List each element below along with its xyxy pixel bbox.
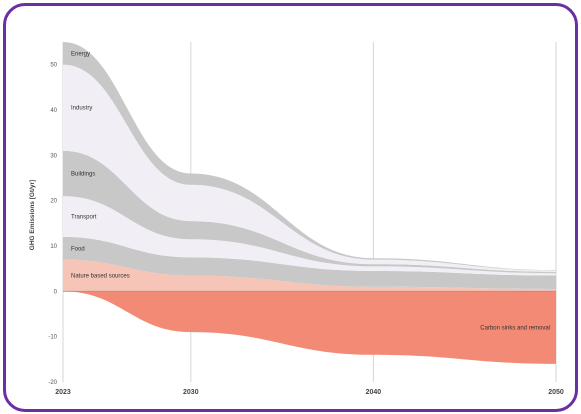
area-industry bbox=[63, 64, 556, 272]
series-label: Buildings bbox=[71, 171, 95, 177]
area-carbon-sinks bbox=[63, 291, 556, 364]
y-axis-label: GHG Emissions [Gt/yr] bbox=[29, 180, 36, 250]
x-tick-label: 2040 bbox=[366, 389, 382, 396]
x-tick-label: 2050 bbox=[548, 389, 564, 396]
x-tick-label: 2023 bbox=[55, 389, 71, 396]
x-tick-label: 2030 bbox=[183, 389, 199, 396]
y-tick-label: -20 bbox=[48, 380, 57, 386]
series-label: Industry bbox=[71, 106, 92, 112]
y-tick-label: 20 bbox=[50, 199, 57, 205]
y-tick-label: 10 bbox=[50, 244, 57, 250]
y-tick-label: 0 bbox=[54, 289, 58, 295]
y-tick-label: 50 bbox=[50, 63, 57, 69]
series-label: Food bbox=[71, 246, 85, 252]
series-label: Nature based sources bbox=[71, 273, 130, 279]
y-tick-label: -10 bbox=[48, 335, 57, 341]
area-nature-based-sources bbox=[63, 259, 556, 292]
area-food bbox=[63, 236, 556, 290]
area-transport bbox=[63, 196, 556, 276]
y-tick-label: 30 bbox=[50, 153, 57, 159]
series-label: Energy bbox=[71, 51, 90, 57]
series-label: Carbon sinks and removal bbox=[480, 326, 550, 332]
series-label: Transport bbox=[71, 215, 97, 221]
y-tick-label: 40 bbox=[50, 108, 57, 114]
